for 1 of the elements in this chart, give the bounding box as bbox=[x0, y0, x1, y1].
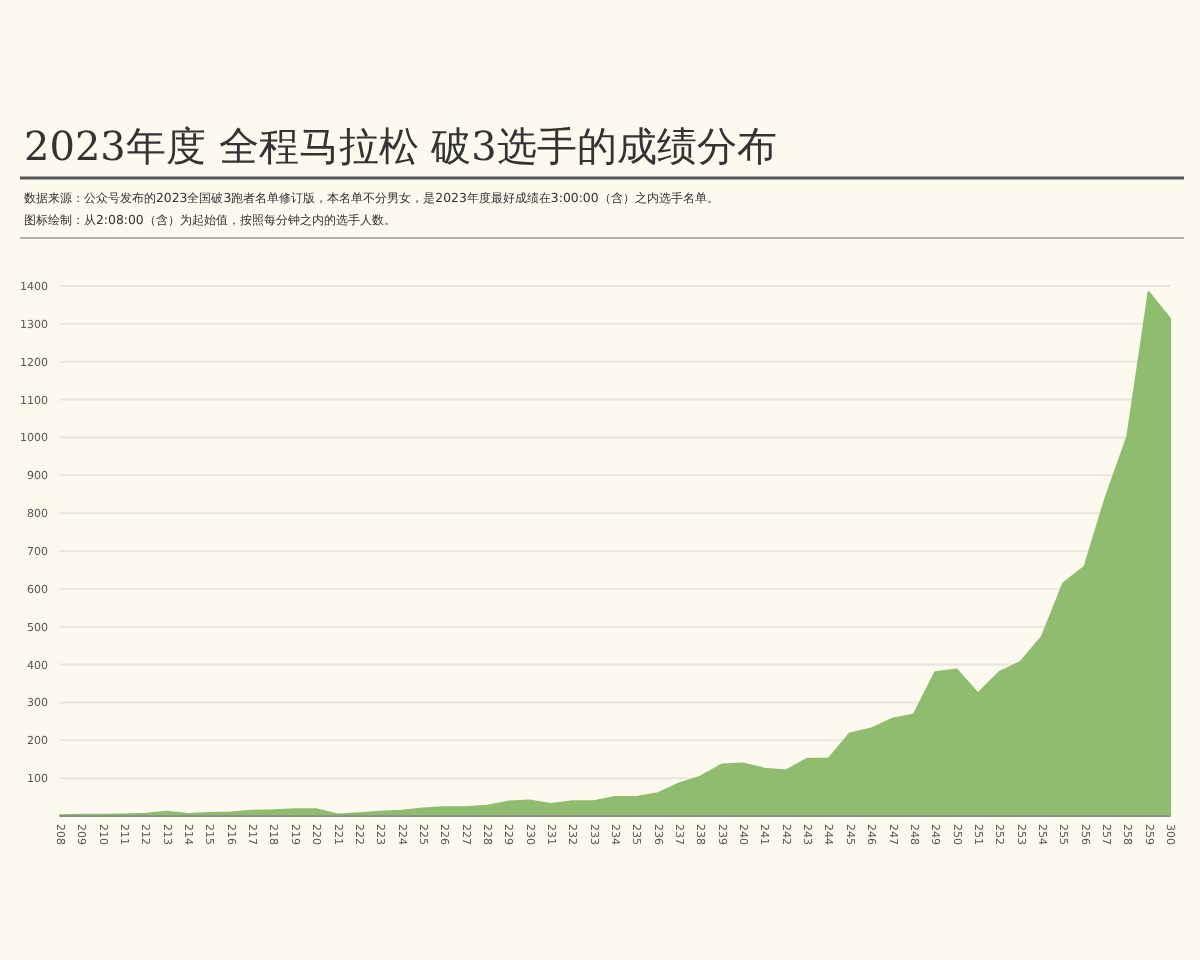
chart-title: 2023年度 全程马拉松 破3选手的成绩分布 bbox=[24, 122, 777, 170]
